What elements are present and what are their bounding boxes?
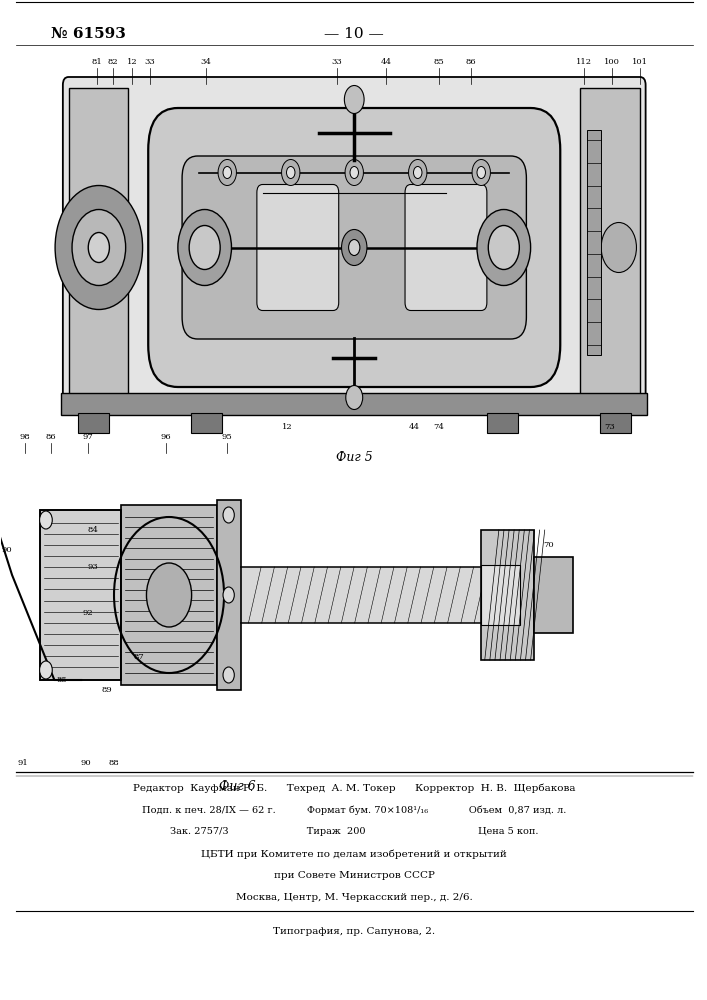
Circle shape	[350, 167, 358, 179]
Text: Зак. 2757/3                         Тираж  200                                  : Зак. 2757/3 Тираж 200	[170, 828, 539, 836]
Text: 88: 88	[109, 759, 119, 767]
Bar	[40, 510, 122, 680]
Circle shape	[346, 386, 363, 410]
Bar	[487, 413, 518, 433]
Text: Москва, Центр, М. Черкасский пер., д. 2/6.: Москва, Центр, М. Черкасский пер., д. 2/…	[236, 894, 472, 902]
Text: 84: 84	[88, 526, 99, 534]
Bar	[216, 500, 241, 690]
FancyBboxPatch shape	[405, 185, 487, 311]
FancyBboxPatch shape	[182, 156, 527, 339]
Circle shape	[178, 210, 231, 286]
Text: 82: 82	[107, 58, 118, 66]
Circle shape	[189, 226, 220, 269]
Text: Редактор  Кауфман Р. Б.      Техред  А. М. Токер      Корректор  Н. В.  Щербаков: Редактор Кауфман Р. Б. Техред А. М. Токе…	[133, 783, 575, 793]
FancyBboxPatch shape	[257, 185, 339, 311]
Bar	[534, 557, 573, 633]
Bar	[580, 88, 640, 397]
Bar	[191, 413, 221, 433]
Circle shape	[223, 587, 234, 603]
Circle shape	[344, 86, 364, 113]
Text: 33: 33	[144, 58, 155, 66]
Circle shape	[286, 167, 295, 179]
Text: 12: 12	[282, 423, 293, 431]
Text: 92: 92	[83, 609, 93, 617]
Circle shape	[88, 232, 110, 262]
Text: ЦБТИ при Комитете по делам изобретений и открытий: ЦБТИ при Комитете по делам изобретений и…	[201, 849, 507, 859]
Text: 12: 12	[127, 58, 137, 66]
Text: 101: 101	[632, 58, 648, 66]
Circle shape	[223, 667, 234, 683]
Text: при Совете Министров СССР: при Совете Министров СССР	[274, 871, 435, 880]
Text: 90: 90	[1, 546, 12, 554]
Bar	[40, 510, 122, 680]
Text: 18: 18	[341, 206, 353, 214]
Text: Подп. к печ. 28/IX — 62 г.          Формат бум. 70×108¹/₁₆             Объем  0,: Подп. к печ. 28/IX — 62 г. Формат бум. 7…	[142, 805, 566, 815]
Circle shape	[40, 661, 52, 679]
Text: 44: 44	[380, 58, 392, 66]
Circle shape	[341, 230, 367, 265]
Text: 100: 100	[604, 58, 620, 66]
Circle shape	[601, 223, 636, 272]
Text: 74: 74	[433, 423, 444, 431]
Text: 81: 81	[91, 58, 102, 66]
Circle shape	[218, 160, 236, 186]
Circle shape	[72, 210, 126, 286]
Circle shape	[40, 511, 52, 529]
Text: 44: 44	[409, 423, 420, 431]
Circle shape	[55, 186, 143, 310]
Text: — 10 —: — 10 —	[325, 27, 384, 41]
Text: 85: 85	[433, 58, 444, 66]
Bar	[587, 130, 601, 355]
Text: 89: 89	[102, 686, 112, 694]
Circle shape	[409, 160, 427, 186]
Text: 70: 70	[543, 541, 554, 549]
Bar	[481, 530, 534, 660]
Text: 98: 98	[19, 433, 30, 441]
Text: 96: 96	[160, 433, 171, 441]
Text: 95: 95	[222, 433, 233, 441]
Circle shape	[477, 167, 486, 179]
Bar	[241, 567, 481, 623]
Bar	[481, 565, 520, 625]
Bar	[69, 88, 129, 397]
Text: 91: 91	[17, 759, 28, 767]
Circle shape	[223, 507, 234, 523]
Text: № 61593: № 61593	[51, 27, 126, 41]
Circle shape	[345, 160, 363, 186]
Circle shape	[489, 226, 520, 269]
FancyBboxPatch shape	[63, 77, 645, 408]
Text: Фиг 5: Фиг 5	[336, 451, 373, 464]
Text: 112: 112	[575, 58, 592, 66]
Circle shape	[414, 167, 422, 179]
Circle shape	[472, 160, 491, 186]
Circle shape	[477, 210, 531, 286]
Text: 33: 33	[331, 58, 342, 66]
Circle shape	[146, 563, 192, 627]
Text: 97: 97	[83, 433, 93, 441]
Text: 34: 34	[201, 58, 211, 66]
Text: 86: 86	[465, 58, 476, 66]
Text: 73: 73	[604, 423, 615, 431]
Text: 90: 90	[81, 759, 91, 767]
Text: Типография, пр. Сапунова, 2.: Типография, пр. Сапунова, 2.	[273, 926, 436, 936]
Bar	[122, 505, 216, 685]
Text: 86: 86	[45, 433, 56, 441]
Text: 93: 93	[88, 563, 98, 571]
Circle shape	[223, 167, 231, 179]
Circle shape	[281, 160, 300, 186]
Text: Фиг 6: Фиг 6	[219, 780, 256, 794]
Text: 85: 85	[56, 676, 67, 684]
Bar	[600, 413, 631, 433]
Circle shape	[349, 239, 360, 255]
Bar	[62, 393, 647, 415]
FancyBboxPatch shape	[148, 108, 560, 387]
Text: 87: 87	[134, 653, 144, 661]
Bar	[78, 413, 109, 433]
